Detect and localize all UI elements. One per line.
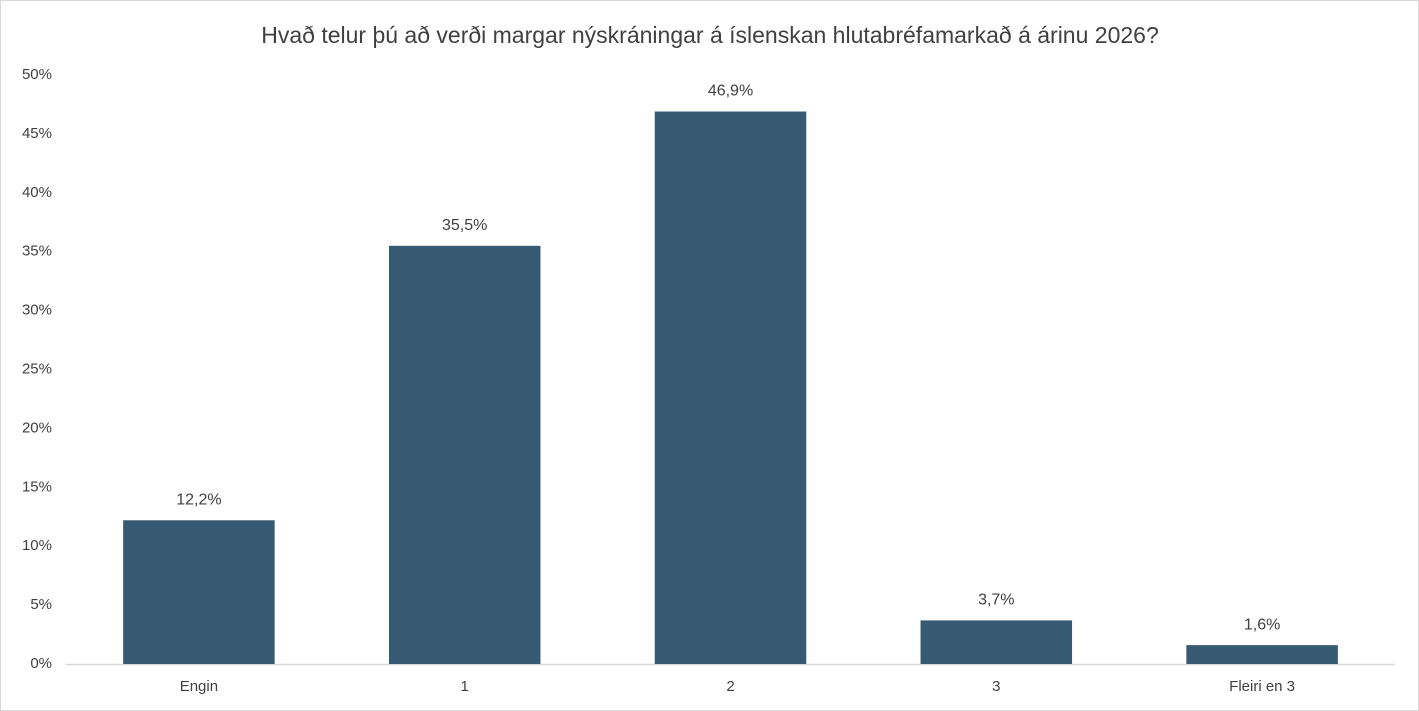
value-label: 35,5%: [442, 217, 487, 234]
value-label: 46,9%: [708, 83, 753, 100]
y-tick-label: 15%: [22, 478, 52, 495]
y-tick-label: 30%: [22, 302, 52, 319]
x-tick-label: 1: [461, 678, 469, 695]
bar: [654, 111, 807, 664]
y-tick-label: 40%: [22, 184, 52, 201]
y-tick-label: 10%: [22, 537, 52, 554]
y-tick-label: 5%: [30, 596, 52, 613]
x-tick-label: 2: [726, 678, 734, 695]
bar: [123, 520, 275, 664]
value-label: 12,2%: [176, 492, 221, 509]
chart-title: Hvað telur þú að verði margar nýskráning…: [261, 22, 1159, 48]
y-tick-label: 20%: [22, 419, 52, 436]
y-tick-label: 50%: [22, 66, 52, 83]
x-tick-label: 3: [992, 678, 1000, 695]
bar: [1186, 645, 1338, 664]
y-tick-label: 25%: [22, 360, 52, 377]
bar: [920, 620, 1073, 664]
value-label: 3,7%: [978, 592, 1014, 609]
x-tick-label: Fleiri en 3: [1229, 678, 1295, 695]
value-label: 1,6%: [1244, 616, 1280, 633]
y-tick-label: 45%: [22, 125, 52, 142]
x-tick-label: Engin: [180, 678, 218, 695]
bar: [388, 245, 541, 664]
y-tick-label: 0%: [30, 655, 52, 672]
y-tick-label: 35%: [22, 243, 52, 260]
